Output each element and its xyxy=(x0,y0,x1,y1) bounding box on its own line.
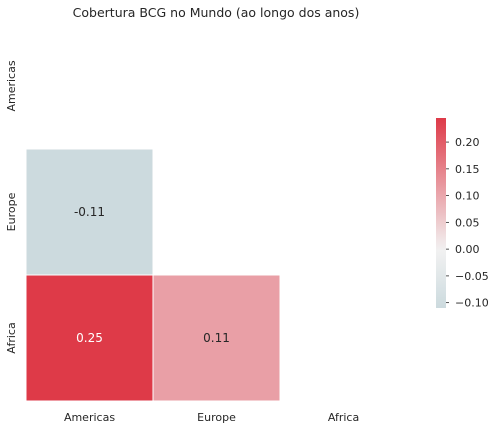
y-tick-label: Europe xyxy=(5,192,18,231)
colorbar-tick-label: 0.20 xyxy=(455,136,480,149)
heatmap-cell-africa-americas xyxy=(25,274,154,402)
x-tick-labels: Americas Europe Africa xyxy=(64,411,359,424)
colorbar-tick-label: 0.15 xyxy=(455,163,480,176)
colorbar-gradient xyxy=(436,118,446,308)
y-tick-labels: Americas Europe Africa xyxy=(5,60,18,354)
colorbar-tick-label: −0.10 xyxy=(455,297,489,310)
colorbar: −0.10 −0.05 0.00 0.05 0.10 0.15 0.20 xyxy=(436,118,489,310)
heatmap-cells: -0.11 0.25 0.11 xyxy=(25,148,281,402)
y-tick-label: Africa xyxy=(5,322,18,353)
colorbar-tick-label: 0.00 xyxy=(455,243,480,256)
x-tick-label: Americas xyxy=(64,411,115,424)
colorbar-tick-label: −0.05 xyxy=(455,270,489,283)
cell-value-label: 0.11 xyxy=(203,331,230,345)
colorbar-tick-label: 0.05 xyxy=(455,216,480,229)
heatmap-cell-africa-europe xyxy=(152,274,281,402)
y-tick-label: Americas xyxy=(5,60,18,111)
x-tick-label: Africa xyxy=(328,411,359,424)
cell-value-label: -0.11 xyxy=(74,205,105,219)
cell-value-label: 0.25 xyxy=(76,331,103,345)
x-tick-label: Europe xyxy=(197,411,236,424)
chart-title: Cobertura BCG no Mundo (ao longo dos ano… xyxy=(73,5,360,20)
heatmap-cell-europe-americas xyxy=(25,148,154,276)
colorbar-tick-label: 0.10 xyxy=(455,190,480,203)
